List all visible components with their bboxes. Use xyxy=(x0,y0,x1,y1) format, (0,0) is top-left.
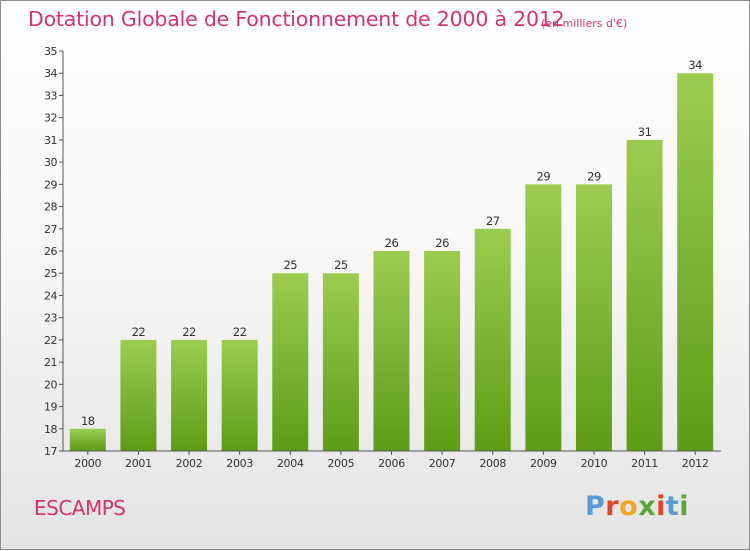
bar-value-label: 31 xyxy=(638,125,652,139)
y-tick-label: 33 xyxy=(44,89,57,102)
bar-2012 xyxy=(677,73,714,451)
logo-letter: x xyxy=(638,491,657,522)
x-tick-label: 2000 xyxy=(74,457,101,470)
logo-letter: r xyxy=(605,491,620,522)
x-tick-label: 2007 xyxy=(429,457,456,470)
x-tick-label: 2009 xyxy=(530,457,557,470)
x-tick-label: 2004 xyxy=(277,457,304,470)
commune-name: ESCAMPS xyxy=(34,496,126,520)
bar-2006 xyxy=(373,251,410,451)
proxiti-logo: Proxiti xyxy=(585,491,689,522)
bar-value-label: 22 xyxy=(233,325,247,339)
bar-value-label: 25 xyxy=(283,258,297,272)
chart-title: Dotation Globale de Fonctionnement de 20… xyxy=(28,7,565,31)
y-axis: 17 18 19 20 21 22 23 24 25 26 27 28 29 30 31 32 33 34 35 xyxy=(44,45,64,458)
x-tick-label: 2002 xyxy=(176,457,203,470)
y-tick-label: 19 xyxy=(44,401,57,414)
y-tick-label: 23 xyxy=(44,312,57,325)
x-tick-label: 2003 xyxy=(226,457,253,470)
logo-letter: o xyxy=(619,491,639,522)
y-tick-label: 30 xyxy=(44,156,57,169)
bar-2005 xyxy=(322,273,359,451)
bar-2004 xyxy=(272,273,309,451)
bar-2000 xyxy=(69,428,106,451)
bar-value-label: 34 xyxy=(688,58,702,72)
logo-letter: t xyxy=(665,491,680,522)
y-tick-label: 34 xyxy=(44,67,57,80)
bar-2001 xyxy=(120,339,157,451)
bar-value-label: 26 xyxy=(435,236,449,250)
x-tick-label: 2008 xyxy=(479,457,506,470)
x-tick-label: 2010 xyxy=(581,457,608,470)
y-tick-label: 25 xyxy=(44,267,57,280)
y-tick-label: 17 xyxy=(44,445,57,458)
bar-value-label: 22 xyxy=(182,325,196,339)
y-tick-label: 20 xyxy=(44,378,57,391)
x-tick-label: 2011 xyxy=(631,457,658,470)
bar-value-label: 29 xyxy=(587,169,601,183)
y-tick-label: 28 xyxy=(44,201,57,214)
y-tick-label: 21 xyxy=(44,356,57,369)
bar-2002 xyxy=(171,339,208,451)
x-tick-label: 2005 xyxy=(327,457,354,470)
x-tick-label: 2001 xyxy=(125,457,152,470)
bar-2010 xyxy=(575,184,612,452)
bar-value-label: 25 xyxy=(334,258,348,272)
bar-value-label: 18 xyxy=(81,414,95,428)
x-tick-label: 2006 xyxy=(378,457,405,470)
y-tick-label: 22 xyxy=(44,334,57,347)
bar-2011 xyxy=(626,139,663,451)
y-tick-label: 26 xyxy=(44,245,57,258)
x-axis: 2000 2001 2002 2003 2004 2005 2006 2007 2008 2009… xyxy=(63,450,721,470)
y-tick-label: 35 xyxy=(44,45,57,58)
y-tick-label: 32 xyxy=(44,112,57,125)
y-tick-label: 18 xyxy=(44,423,57,436)
bar-2003 xyxy=(221,339,258,451)
logo-letter: i xyxy=(656,491,666,522)
unit-note: (en milliers d'€) xyxy=(541,17,628,30)
bar-2007 xyxy=(424,251,461,451)
bar-value-label: 27 xyxy=(486,214,500,228)
y-tick-label: 31 xyxy=(44,134,57,147)
y-tick-label: 27 xyxy=(44,223,57,236)
bar-value-label: 22 xyxy=(132,325,146,339)
x-tick-label: 2012 xyxy=(682,457,709,470)
y-tick-label: 24 xyxy=(44,289,57,302)
bar-2009 xyxy=(525,184,562,452)
bar-value-label: 29 xyxy=(537,169,551,183)
logo-letter: i xyxy=(679,491,690,522)
bar-2008 xyxy=(474,228,511,451)
logo-letter: P xyxy=(585,491,606,522)
bar-value-label: 26 xyxy=(385,236,399,250)
bars: 18 22 22 22 25 25 26 26 27 29 29 31 34 xyxy=(69,58,714,452)
y-tick-label: 29 xyxy=(44,178,57,191)
